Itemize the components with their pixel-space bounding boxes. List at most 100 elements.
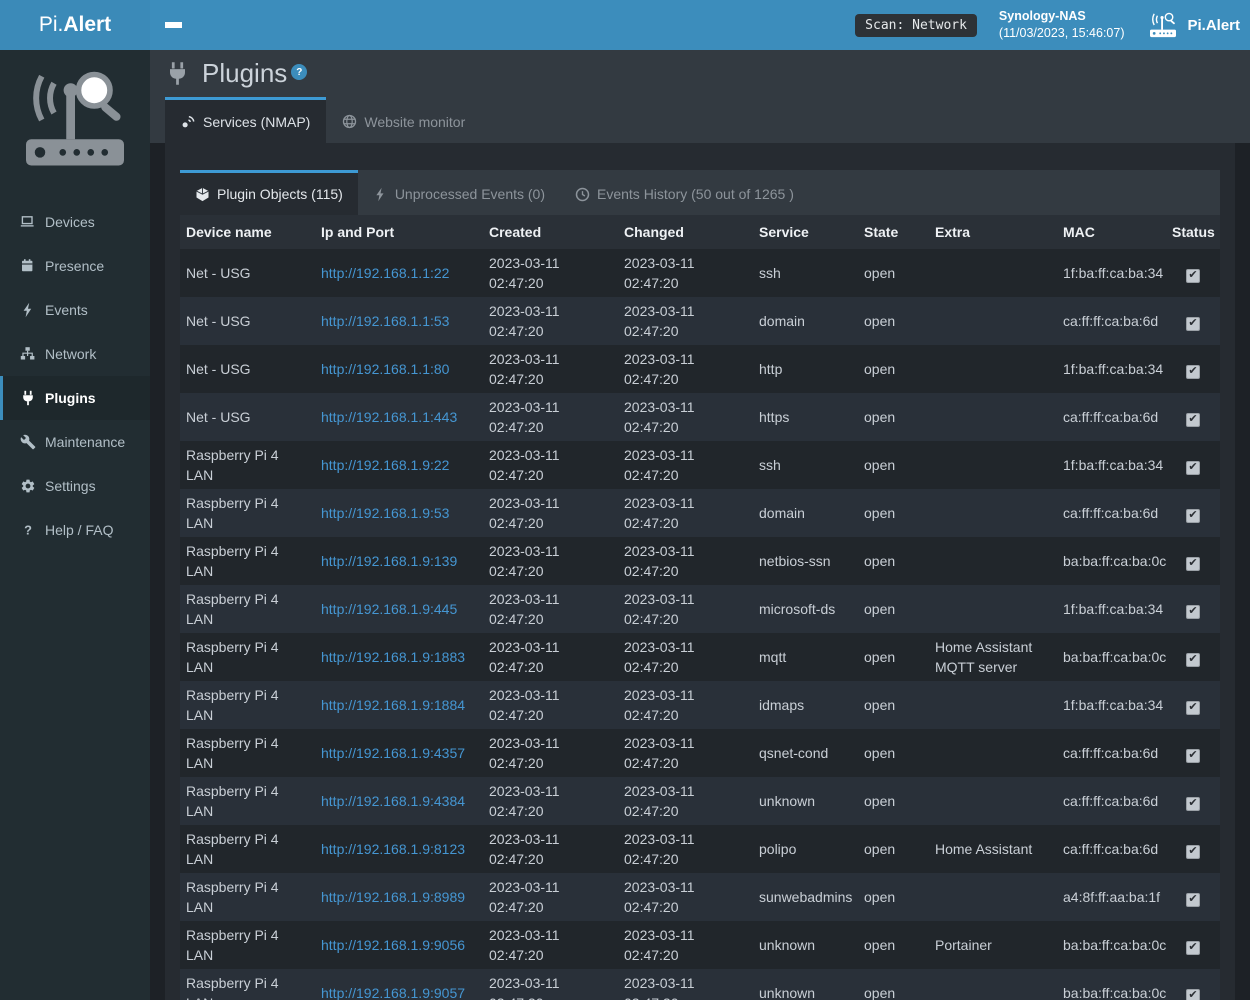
ip-port-link[interactable]: http://192.168.1.9:445 <box>321 601 458 617</box>
ip-port-cell: http://192.168.1.9:139 <box>315 537 483 585</box>
table-row: Raspberry Pi 4 LAN http://192.168.1.9:53 2… <box>180 489 1220 537</box>
subtab-unprocessed-events-0[interactable]: Unprocessed Events (0) <box>358 170 560 215</box>
column-header-changed[interactable]: Changed <box>618 215 753 249</box>
ip-port-link[interactable]: http://192.168.1.1:22 <box>321 265 450 281</box>
status-checkbox[interactable]: ✔ <box>1186 364 1200 379</box>
status-cell: ✔ <box>1166 729 1220 777</box>
ip-port-link[interactable]: http://192.168.1.9:22 <box>321 457 450 473</box>
ip-port-link[interactable]: http://192.168.1.9:8989 <box>321 889 466 905</box>
mac-cell: ba:ba:ff:ca:ba:0c <box>1057 921 1166 969</box>
subtab-plugin-objects-115[interactable]: Plugin Objects (115) <box>180 170 358 215</box>
ip-port-link[interactable]: http://192.168.1.9:139 <box>321 553 458 569</box>
extra-cell <box>929 969 1057 1000</box>
mac-cell: ca:ff:ff:ca:ba:6d <box>1057 489 1166 537</box>
service-cell: idmaps <box>753 681 858 729</box>
tab-website-monitor[interactable]: Website monitor <box>326 97 481 143</box>
app-logo[interactable]: Pi.Alert <box>0 0 150 50</box>
sidebar-item-devices[interactable]: Devices <box>0 200 150 244</box>
ip-port-link[interactable]: http://192.168.1.9:1884 <box>321 697 466 713</box>
plug-icon <box>170 62 185 85</box>
status-checkbox[interactable]: ✔ <box>1186 460 1200 475</box>
sidebar: Devices Presence Events Network Plugins Maint… <box>0 50 150 1000</box>
ip-port-cell: http://192.168.1.9:22 <box>315 441 483 489</box>
status-checkbox[interactable]: ✔ <box>1186 844 1200 859</box>
tab-content-pane: Plugin Objects (115) Unprocessed Events (… <box>165 143 1235 1000</box>
subtab-events-history-50-out-of-1265[interactable]: Events History (50 out of 1265 ) <box>560 170 809 215</box>
status-checkbox[interactable]: ✔ <box>1186 508 1200 523</box>
state-cell: open <box>858 729 929 777</box>
status-checkbox[interactable]: ✔ <box>1186 940 1200 955</box>
extra-cell <box>929 537 1057 585</box>
status-checkbox[interactable]: ✔ <box>1186 412 1200 427</box>
service-cell: ssh <box>753 249 858 297</box>
sidebar-item-network[interactable]: Network <box>0 332 150 376</box>
ip-port-link[interactable]: http://192.168.1.9:9057 <box>321 985 466 1000</box>
scan-status-badge: Scan: Network <box>855 13 977 37</box>
changed-cell: 2023-03-11 02:47:20 <box>618 585 753 633</box>
created-cell: 2023-03-11 02:47:20 <box>483 825 618 873</box>
table-row: Net - USG http://192.168.1.1:22 2023-03-11… <box>180 249 1220 297</box>
changed-cell: 2023-03-11 02:47:20 <box>618 777 753 825</box>
changed-cell: 2023-03-11 02:47:20 <box>618 489 753 537</box>
ip-port-link[interactable]: http://192.168.1.9:8123 <box>321 841 466 857</box>
column-header-service[interactable]: Service <box>753 215 858 249</box>
column-header-device-name[interactable]: Device name <box>180 215 315 249</box>
tab-label: Plugin Objects (115) <box>217 186 343 202</box>
column-header-ip-and-port[interactable]: Ip and Port <box>315 215 483 249</box>
sidebar-item-plugins[interactable]: Plugins <box>0 376 150 420</box>
column-header-created[interactable]: Created <box>483 215 618 249</box>
created-cell: 2023-03-11 02:47:20 <box>483 873 618 921</box>
page-title: Plugins <box>202 58 288 88</box>
created-cell: 2023-03-11 02:47:20 <box>483 777 618 825</box>
mac-cell: a4:8f:ff:aa:ba:1f <box>1057 873 1166 921</box>
router-scan-logo-icon <box>26 71 124 166</box>
status-checkbox[interactable]: ✔ <box>1186 988 1200 1000</box>
status-checkbox[interactable]: ✔ <box>1186 652 1200 667</box>
hamburger-icon <box>164 22 182 28</box>
status-checkbox[interactable]: ✔ <box>1186 268 1200 283</box>
service-cell: sunwebadmins <box>753 873 858 921</box>
sidebar-item-maintenance[interactable]: Maintenance <box>0 420 150 464</box>
service-cell: ssh <box>753 441 858 489</box>
brand-right-text: Pi.Alert <box>1187 16 1240 34</box>
mac-cell: 1f:ba:ff:ca:ba:34 <box>1057 441 1166 489</box>
column-header-extra[interactable]: Extra <box>929 215 1057 249</box>
column-header-mac[interactable]: MAC <box>1057 215 1166 249</box>
status-checkbox[interactable]: ✔ <box>1186 700 1200 715</box>
sidebar-item-settings[interactable]: Settings <box>0 464 150 508</box>
ip-port-link[interactable]: http://192.168.1.9:1883 <box>321 649 466 665</box>
device-name-cell: Net - USG <box>180 297 315 345</box>
status-cell: ✔ <box>1166 681 1220 729</box>
status-checkbox[interactable]: ✔ <box>1186 748 1200 763</box>
sidebar-item-presence[interactable]: Presence <box>0 244 150 288</box>
state-cell: open <box>858 489 929 537</box>
ip-port-link[interactable]: http://192.168.1.1:443 <box>321 409 458 425</box>
tab-services-nmap[interactable]: Services (NMAP) <box>165 97 327 143</box>
service-cell: domain <box>753 489 858 537</box>
ip-port-link[interactable]: http://192.168.1.9:4384 <box>321 793 466 809</box>
tab-label: Website monitor <box>364 113 466 130</box>
svg-text:?: ? <box>24 522 32 537</box>
ip-port-link[interactable]: http://192.168.1.1:53 <box>321 313 450 329</box>
column-header-state[interactable]: State <box>858 215 929 249</box>
sidebar-toggle-button[interactable] <box>150 0 196 50</box>
ip-port-link[interactable]: http://192.168.1.9:53 <box>321 505 450 521</box>
status-checkbox[interactable]: ✔ <box>1186 316 1200 331</box>
state-cell: open <box>858 585 929 633</box>
status-checkbox[interactable]: ✔ <box>1186 604 1200 619</box>
changed-cell: 2023-03-11 02:47:20 <box>618 633 753 681</box>
sidebar-item-label: Maintenance <box>45 434 126 450</box>
ip-port-link[interactable]: http://192.168.1.9:4357 <box>321 745 466 761</box>
ip-port-link[interactable]: http://192.168.1.9:9056 <box>321 937 466 953</box>
sidebar-item-events[interactable]: Events <box>0 288 150 332</box>
help-badge[interactable]: ? <box>291 64 308 80</box>
status-checkbox[interactable]: ✔ <box>1186 892 1200 907</box>
ip-port-link[interactable]: http://192.168.1.1:80 <box>321 361 450 377</box>
sidebar-item-help-faq[interactable]: ? Help / FAQ <box>0 508 150 552</box>
status-cell: ✔ <box>1166 489 1220 537</box>
status-checkbox[interactable]: ✔ <box>1186 556 1200 571</box>
state-cell: open <box>858 345 929 393</box>
column-header-status[interactable]: Status <box>1166 215 1220 249</box>
state-cell: open <box>858 297 929 345</box>
status-checkbox[interactable]: ✔ <box>1186 796 1200 811</box>
